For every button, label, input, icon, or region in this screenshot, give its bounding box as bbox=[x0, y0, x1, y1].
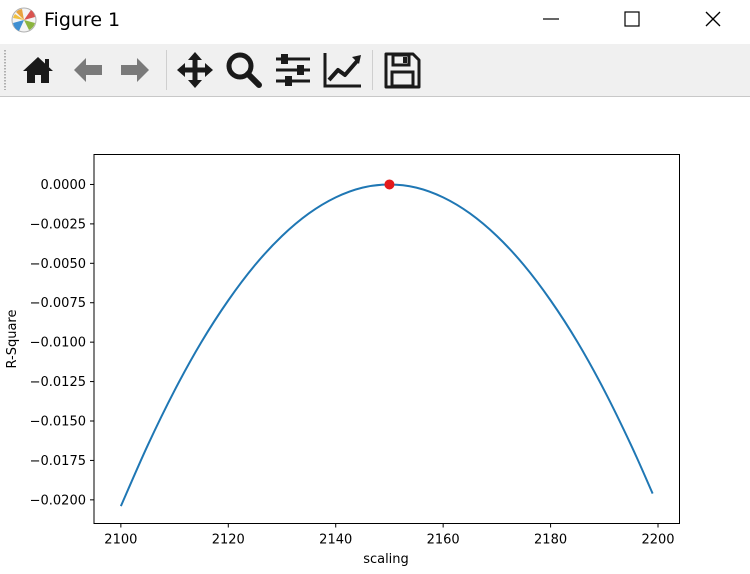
forward-button[interactable] bbox=[115, 50, 155, 90]
x-tick-label: 2180 bbox=[534, 533, 567, 548]
y-axis-ticks: 0.0000 −0.0025 −0.0050 −0.0075 −0.0100 −0.012… bbox=[30, 178, 94, 508]
close-button[interactable] bbox=[690, 0, 736, 38]
save-button[interactable] bbox=[382, 50, 422, 90]
x-tick-label: 2140 bbox=[319, 533, 352, 548]
y-tick-label: −0.0200 bbox=[30, 493, 86, 508]
pan-button[interactable] bbox=[175, 50, 215, 90]
pan-move-icon bbox=[177, 52, 213, 88]
y-tick-label: −0.0075 bbox=[30, 296, 86, 311]
x-tick-label: 2160 bbox=[427, 533, 460, 548]
subplots-button[interactable] bbox=[273, 50, 313, 90]
maximize-icon bbox=[624, 11, 640, 27]
minimize-icon bbox=[543, 18, 559, 20]
zoom-magnifier-icon bbox=[226, 52, 262, 88]
maximize-button[interactable] bbox=[609, 0, 655, 38]
maximum-marker-point bbox=[384, 179, 395, 190]
x-axis-ticks: 2100 2120 2140 2160 2180 2200 bbox=[104, 523, 675, 548]
zoom-button[interactable] bbox=[224, 50, 264, 90]
y-tick-label: −0.0175 bbox=[30, 454, 86, 469]
x-axis-label: scaling bbox=[363, 552, 409, 567]
home-icon bbox=[23, 57, 53, 83]
toolbar-grip[interactable] bbox=[4, 50, 6, 90]
y-tick-label: −0.0050 bbox=[30, 257, 86, 272]
close-icon bbox=[705, 11, 721, 27]
minimize-button[interactable] bbox=[528, 0, 574, 38]
y-tick-label: −0.0125 bbox=[30, 375, 86, 390]
y-tick-label: −0.0100 bbox=[30, 336, 86, 351]
subplots-sliders-icon bbox=[276, 54, 310, 86]
toolbar-separator bbox=[372, 50, 373, 90]
y-tick-label: 0.0000 bbox=[41, 178, 87, 193]
plot-area-frame bbox=[93, 154, 680, 524]
back-arrow-icon bbox=[74, 58, 102, 82]
y-tick-label: −0.0150 bbox=[30, 415, 86, 430]
title-bar: Figure 1 bbox=[0, 0, 750, 40]
x-tick-label: 2120 bbox=[212, 533, 245, 548]
home-button[interactable] bbox=[18, 50, 58, 90]
matplotlib-logo-icon bbox=[11, 7, 37, 33]
forward-arrow-icon bbox=[121, 58, 149, 82]
figure-canvas[interactable]: 2100 2120 2140 2160 2180 2200 0.0000 −0.0025 −0… bbox=[0, 96, 750, 574]
x-tick-label: 2200 bbox=[641, 533, 674, 548]
y-tick-label: −0.0025 bbox=[30, 217, 86, 232]
save-floppy-icon bbox=[384, 52, 421, 89]
x-tick-label: 2100 bbox=[104, 533, 137, 548]
y-axis-label: R-Square bbox=[5, 310, 20, 369]
toolbar-separator bbox=[166, 50, 167, 90]
edit-axes-button[interactable] bbox=[322, 50, 362, 90]
window-title: Figure 1 bbox=[44, 9, 121, 31]
back-button[interactable] bbox=[68, 50, 108, 90]
edit-axes-icon bbox=[323, 53, 361, 88]
navigation-toolbar bbox=[0, 44, 750, 97]
